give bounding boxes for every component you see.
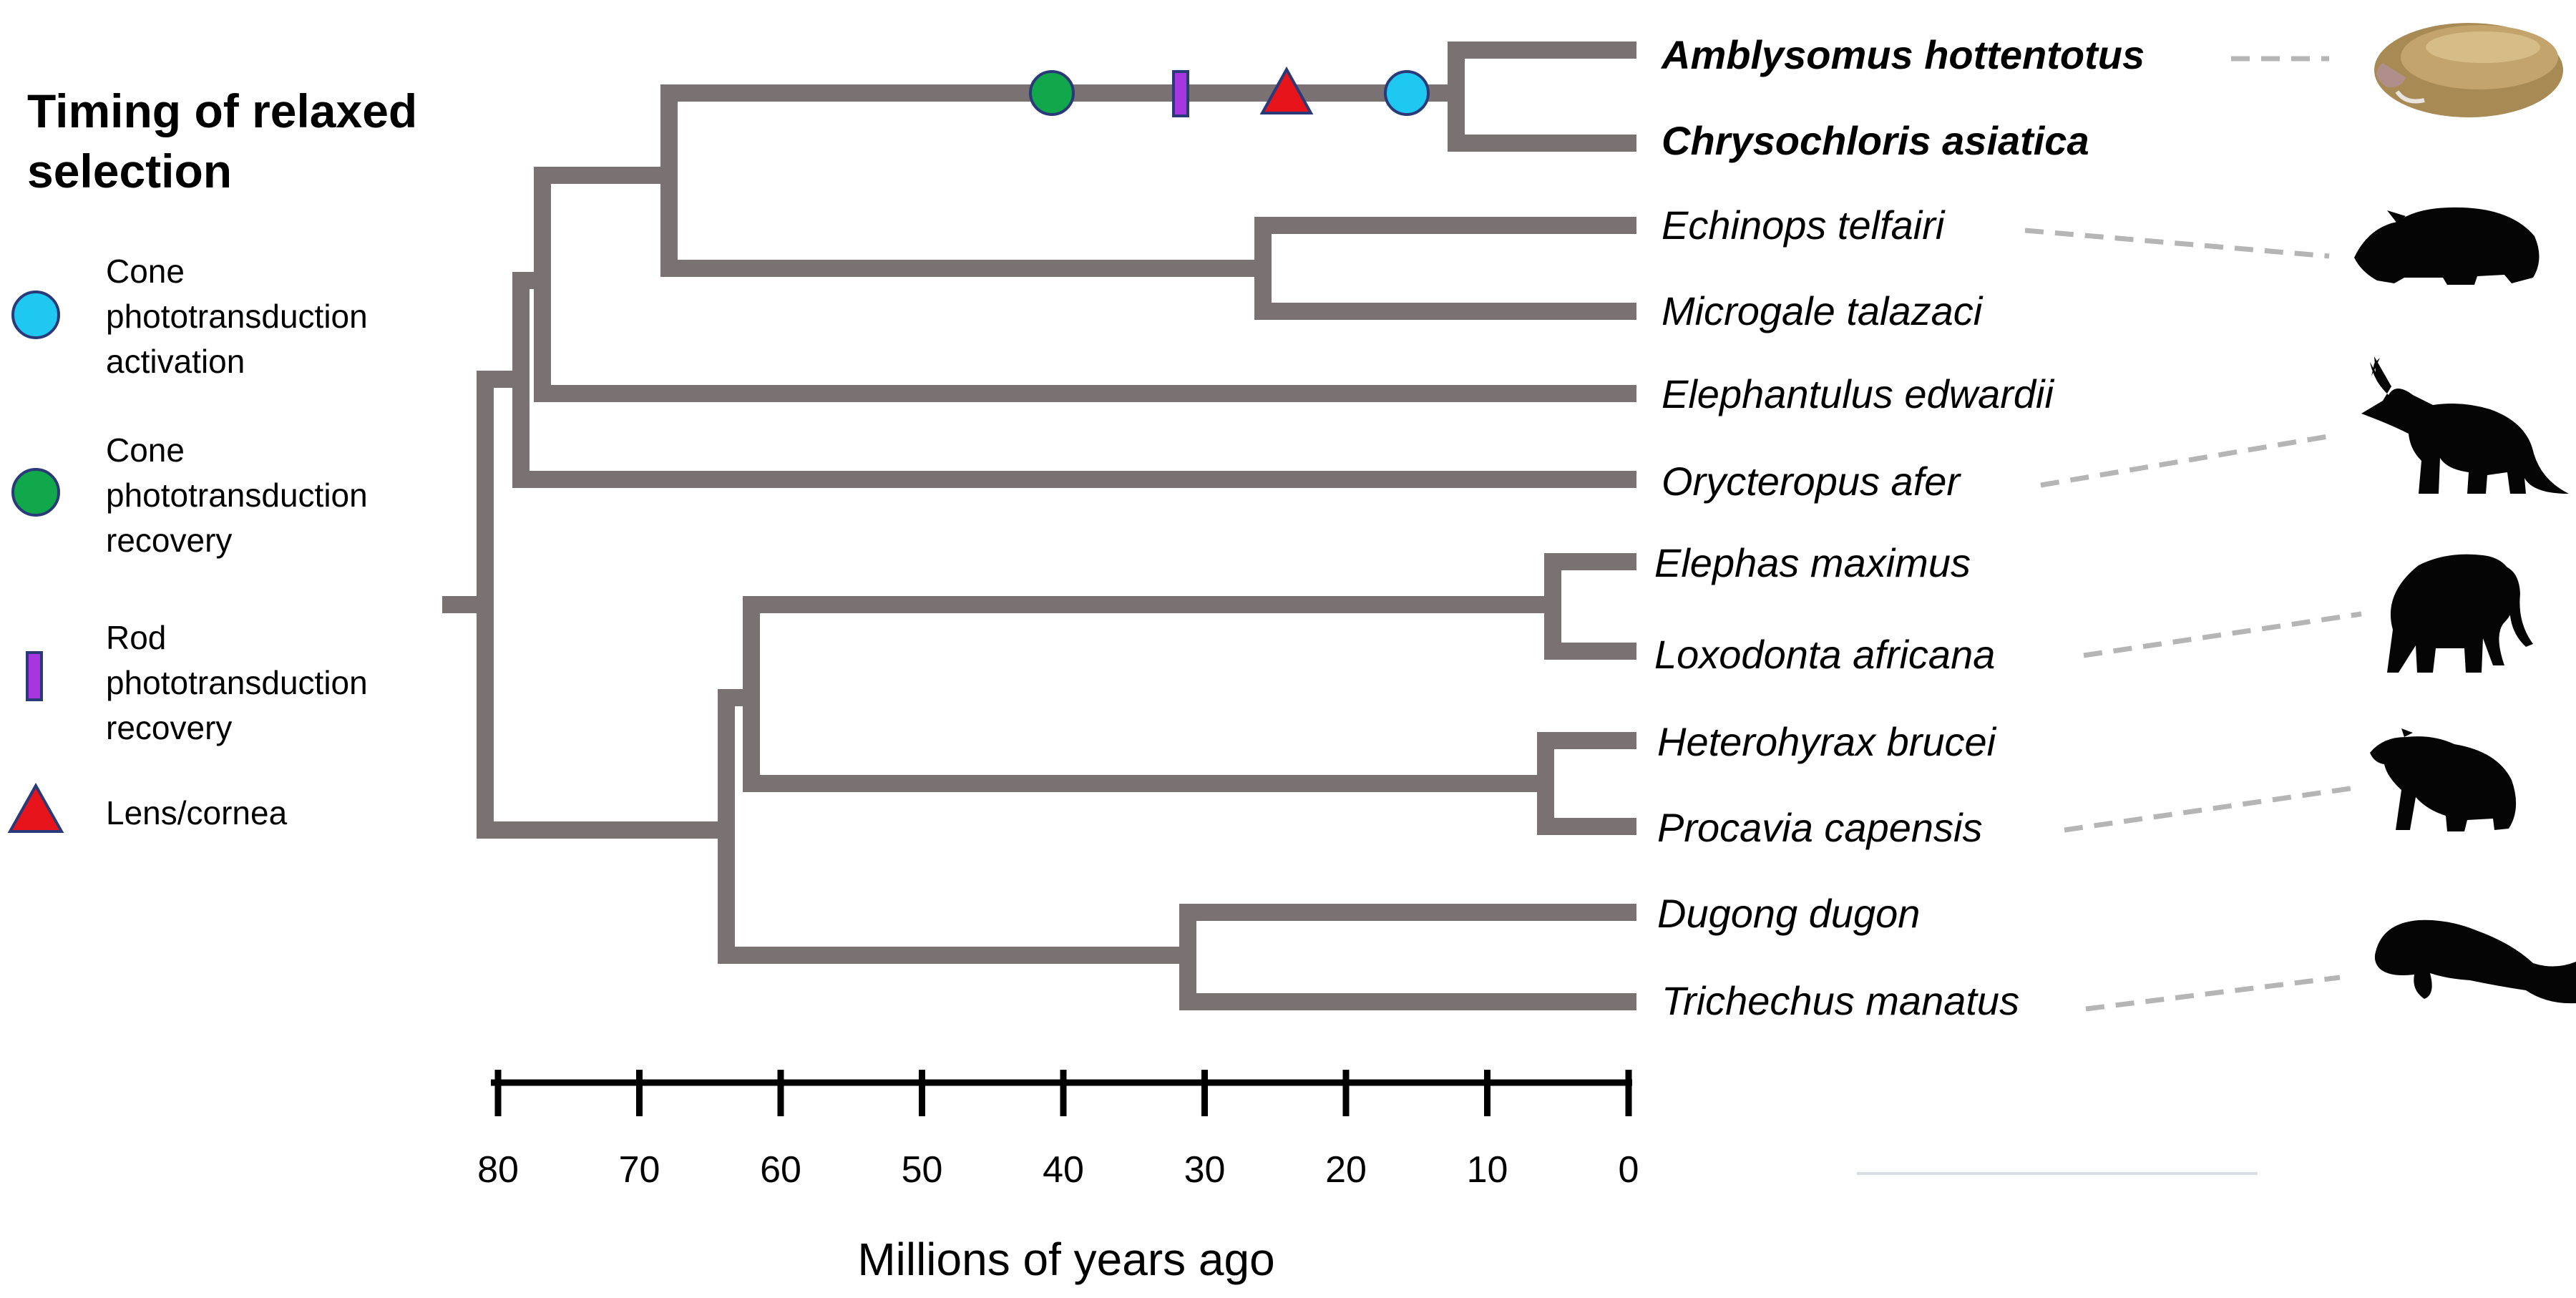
manatee-silhouette xyxy=(2374,919,2576,1004)
taxon-label-dugong: Dugong dugon xyxy=(1657,891,1920,936)
taxon-label-procavia: Procavia capensis xyxy=(1657,805,1982,850)
taxon-label-elephas: Elephas maximus xyxy=(1654,540,1971,585)
cone-activation-legend-icon xyxy=(11,291,60,339)
taxon-label-echinops: Echinops telfairi xyxy=(1662,202,1946,248)
legend-cone-recovery-line2: phototransduction xyxy=(106,477,368,514)
legend-cone-recovery-line3: recovery xyxy=(106,522,232,559)
axis-ticks: 80 70 60 50 40 30 20 10 0 xyxy=(477,1070,1639,1191)
taxon-label-trichechus: Trichechus manatus xyxy=(1662,978,2019,1023)
taxon-label-amblysomus: Amblysomus hottentotus xyxy=(1660,32,2145,77)
cone-recovery-legend-icon xyxy=(11,468,60,517)
taxon-label-orycteropus: Orycteropus afer xyxy=(1662,459,1961,504)
selection-markers xyxy=(1029,66,1430,117)
legend-rod-recovery-line2: phototransduction xyxy=(106,664,368,701)
taxon-label-heterohyrax: Heterohyrax brucei xyxy=(1657,719,1997,764)
rod-recovery-legend-icon xyxy=(26,651,43,701)
tree-branches xyxy=(442,42,1636,1010)
leader-trichechus xyxy=(2085,975,2341,1012)
leader-lines xyxy=(2024,56,2362,1012)
rod-recovery-marker-icon xyxy=(1172,70,1189,117)
taxon-label-chrysochloris: Chrysochloris asiatica xyxy=(1662,118,2089,163)
axis-tick-label-60: 60 xyxy=(760,1149,801,1191)
legend-rod-recovery-line1: Rod xyxy=(106,619,166,656)
lens-cornea-legend-icon xyxy=(7,782,64,833)
leader-loxodonta xyxy=(2083,611,2362,658)
tenrec-silhouette xyxy=(2354,207,2540,285)
axis-tick-label-80: 80 xyxy=(477,1149,519,1191)
elephant-silhouette xyxy=(2387,554,2533,673)
legend-cone-activation-line2: phototransduction xyxy=(106,298,368,335)
axis-tick-label-50: 50 xyxy=(902,1149,943,1191)
legend-title-line2: selection xyxy=(27,145,232,197)
axis-tick-label-10: 10 xyxy=(1467,1149,1508,1191)
leader-orycteropus xyxy=(2040,432,2337,488)
legend: Timing of relaxed selection Cone phototr… xyxy=(7,84,417,833)
taxon-labels: Amblysomus hottentotus Chrysochloris asi… xyxy=(1654,32,2145,1023)
legend-cone-activation-line3: activation xyxy=(106,343,245,380)
legend-rod-recovery-line3: recovery xyxy=(106,709,232,746)
lens-cornea-marker-icon xyxy=(1259,66,1314,114)
axis-tick-label-0: 0 xyxy=(1619,1149,1639,1191)
taxon-label-loxodonta: Loxodonta africana xyxy=(1654,632,1995,677)
axis-tick-label-40: 40 xyxy=(1043,1149,1084,1191)
cone-activation-marker-icon xyxy=(1384,70,1430,116)
aardvark-silhouette xyxy=(2361,356,2569,494)
leader-procavia xyxy=(2064,784,2361,833)
legend-cone-activation-line1: Cone xyxy=(106,253,185,290)
axis-tick-label-30: 30 xyxy=(1184,1149,1226,1191)
taxon-label-microgale: Microgale talazaci xyxy=(1662,288,1984,333)
axis-tick-label-70: 70 xyxy=(619,1149,660,1191)
golden-mole-image xyxy=(2374,23,2563,117)
legend-lens-cornea-label: Lens/cornea xyxy=(106,794,288,831)
hyrax-silhouette xyxy=(2370,728,2517,831)
taxon-label-elephantulus: Elephantulus edwardii xyxy=(1662,371,2054,416)
legend-title-line1: Timing of relaxed xyxy=(27,84,417,137)
axis-tick-label-20: 20 xyxy=(1325,1149,1367,1191)
leader-echinops xyxy=(2024,228,2330,259)
axis-title: Millions of years ago xyxy=(857,1234,1274,1285)
legend-cone-recovery-line1: Cone xyxy=(106,431,185,469)
time-axis: 80 70 60 50 40 30 20 10 0 Millions of years ago xyxy=(477,1070,1639,1285)
cone-recovery-marker-icon xyxy=(1029,70,1075,116)
